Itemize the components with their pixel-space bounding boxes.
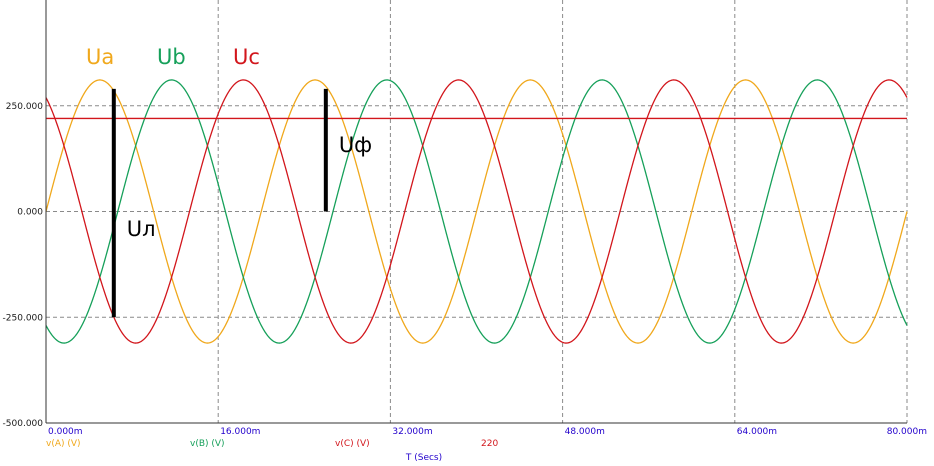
- x-tick-label: 0.000m: [48, 427, 83, 437]
- series-line-3: [45, 79, 908, 344]
- x-tick-label: 48.000m: [565, 427, 605, 437]
- series-line-1: [45, 79, 908, 344]
- legend-entry-1: v(A) (V): [46, 439, 81, 449]
- legend: v(A) (V) v(B) (V) v(C) (V) 220: [46, 439, 498, 449]
- y-tick-label: 250.000: [6, 102, 43, 112]
- axes: [45, 0, 907, 424]
- series-curves: [45, 79, 908, 344]
- marker-label-5: Uл: [127, 217, 156, 241]
- y-tick-label: -500.000: [3, 419, 44, 429]
- x-tick-labels: 0.000m 16.000m 32.000m 48.000m 64.000m 80.000…: [48, 427, 927, 463]
- marker-label-4: Uф: [339, 133, 372, 157]
- x-tick-label: 64.000m: [737, 427, 777, 437]
- legend-entry-2: v(B) (V): [190, 439, 225, 449]
- phase-label-2: Ub: [157, 45, 186, 69]
- legend-entry-3: v(C) (V): [335, 439, 370, 449]
- x-tick-label: 32.000m: [392, 427, 432, 437]
- phase-label-1: Ua: [86, 45, 114, 69]
- x-tick-label: 80.000m: [887, 427, 927, 437]
- y-tick-label: 0.000: [17, 208, 43, 218]
- y-tick-labels: 250.000 0.000 -250.000 -500.000: [3, 102, 44, 429]
- phase-label-3: Uc: [233, 45, 260, 69]
- legend-entry-4: 220: [481, 439, 498, 449]
- y-tick-label: -250.000: [3, 313, 44, 323]
- x-tick-label: 16.000m: [220, 427, 260, 437]
- series-line-2: [45, 79, 908, 344]
- x-axis-label: T (Secs): [405, 453, 442, 463]
- annotations: Ua Ub Uc Uф Uл: [86, 45, 372, 318]
